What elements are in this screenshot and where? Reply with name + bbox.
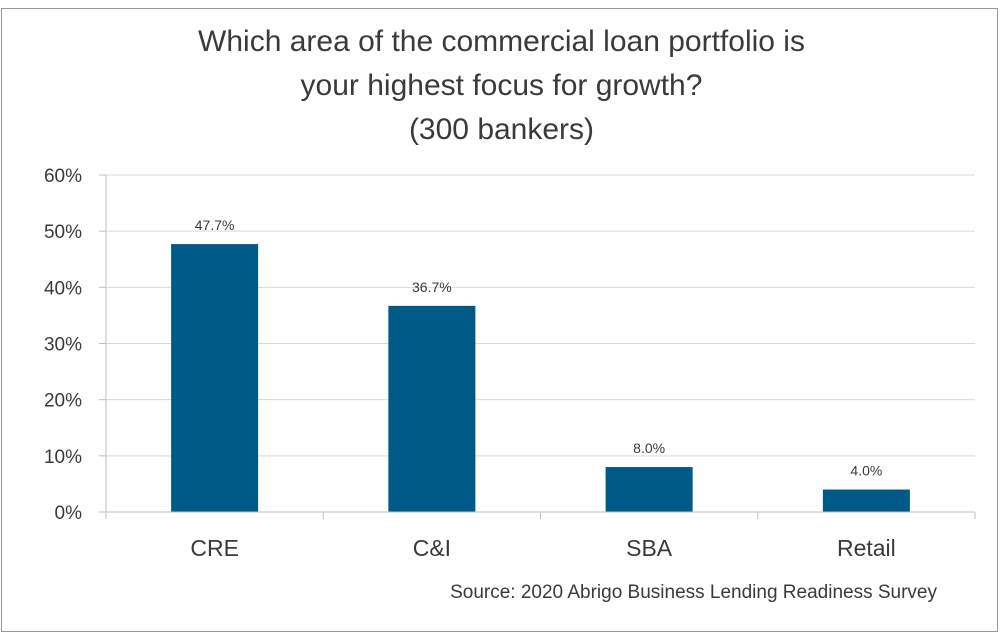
bar-sba [605,467,693,512]
y-tick-label: 30% [44,335,82,356]
y-tick-label: 20% [44,391,82,412]
x-tick-label: CRE [190,535,239,561]
x-axis [105,511,976,519]
y-tick-label: 50% [44,222,82,243]
chart-frame [1,8,998,632]
category-labels: CRE C&I SBA Retail [190,535,895,561]
bars [171,244,910,512]
data-labels: 47.7% 36.7% 8.0% 4.0% [195,217,883,478]
x-tick-label: C&I [413,535,451,561]
y-tick-label: 40% [44,278,82,299]
chart-title: Which area of the commercial loan portfo… [0,20,1003,152]
data-label: 36.7% [412,279,452,295]
source-note: Source: 2020 Abrigo Business Lending Rea… [450,582,937,603]
chart-title-line-1: Which area of the commercial loan portfo… [198,25,805,58]
data-label: 47.7% [195,217,235,233]
bar-c-i [388,305,476,512]
bar-retail [822,489,910,512]
data-label: 8.0% [633,440,665,456]
y-tick-label: 60% [44,166,82,187]
y-axis-tick-labels: 0% 10% 20% 30% 40% 50% 60% [44,166,107,524]
x-tick-label: Retail [837,535,896,561]
y-tick-label: 0% [55,503,83,524]
y-tick-label: 10% [44,447,82,468]
chart-title-line-2: your highest focus for growth? [300,69,703,102]
bar-cre [171,244,259,512]
chart-title-line-3: (300 bankers) [408,113,595,146]
data-label: 4.0% [850,463,882,479]
x-tick-label: SBA [626,535,673,561]
